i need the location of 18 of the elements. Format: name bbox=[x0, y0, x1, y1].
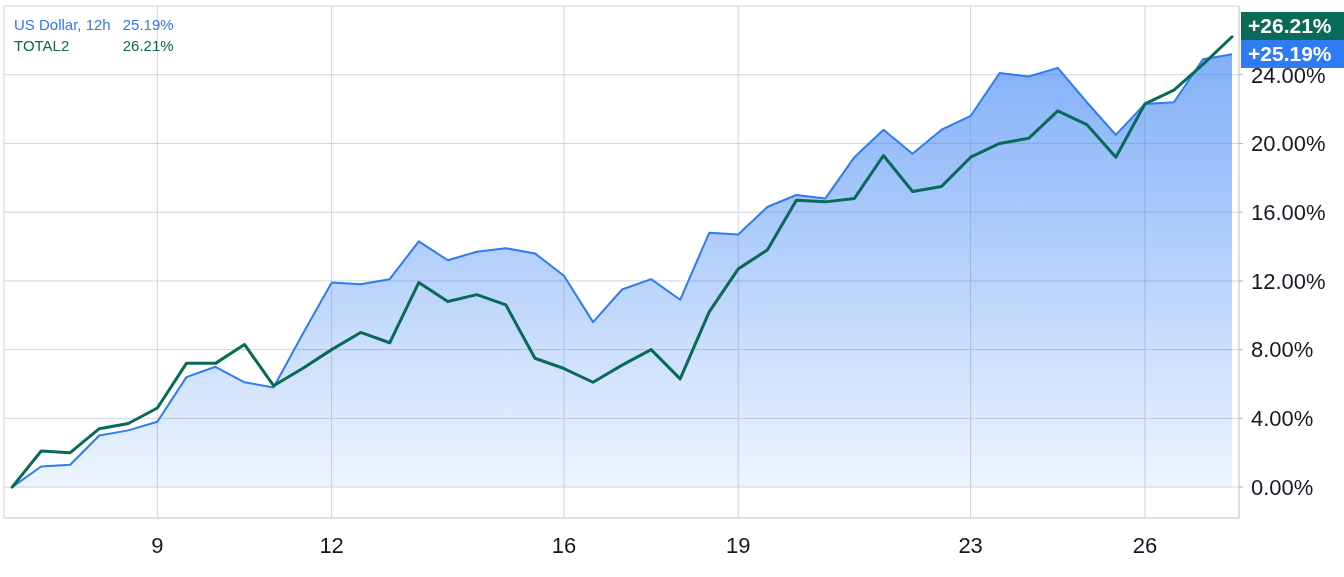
annotation: +25.19% bbox=[1241, 40, 1344, 69]
text: US Dollar, 12h bbox=[14, 15, 111, 34]
x-tick-label: 19 bbox=[726, 532, 751, 558]
x-tick-label: 9 bbox=[151, 532, 164, 558]
text: TOTAL2 bbox=[14, 36, 71, 55]
y-tick-label: 16.00% bbox=[1251, 199, 1326, 225]
x-tick-label: 12 bbox=[319, 532, 344, 558]
x-tick-label: 26 bbox=[1132, 532, 1158, 558]
x-tick-label: 23 bbox=[958, 532, 983, 558]
annotation: 25.19% bbox=[122, 15, 174, 34]
y-tick-label: 12.00% bbox=[1251, 268, 1326, 294]
annotation: 26.21% bbox=[122, 36, 174, 55]
y-tick-label: 0.00% bbox=[1251, 474, 1314, 500]
x-tick-label: 16 bbox=[551, 532, 577, 558]
y-tick-label: 20.00% bbox=[1251, 131, 1326, 157]
y-tick-label: 8.00% bbox=[1251, 337, 1314, 363]
y-tick-label: 4.00% bbox=[1251, 406, 1314, 432]
annotation: +26.21% bbox=[1241, 12, 1344, 41]
